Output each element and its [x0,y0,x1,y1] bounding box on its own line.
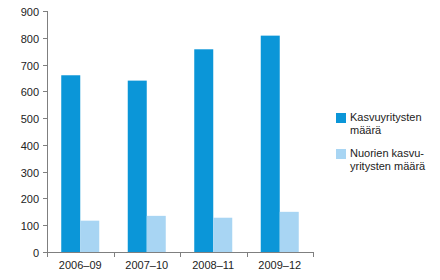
y-tick [43,91,47,92]
bar [194,49,213,252]
bar [213,218,232,252]
x-tick [47,252,48,257]
y-tick-label: 200 [21,193,39,205]
y-axis [47,11,48,252]
x-tick [247,252,248,257]
bar [280,212,299,252]
x-tick-label: 2006–09 [59,259,102,271]
y-tick [43,145,47,146]
y-tick-label: 600 [21,86,39,98]
y-tick-label: 0 [33,247,39,259]
y-tick-label: 100 [21,220,39,232]
y-tick [43,65,47,66]
legend-line: yritysten määrä [350,160,426,172]
legend-label: Kasvuyritystenmäärä [350,111,422,136]
bar [261,36,280,252]
chart-svg: 0 100 200 300 400 500 600 700 800 900 2006–09 2007–… [0,0,440,280]
y-tick-label: 800 [21,33,39,45]
y-tick [43,198,47,199]
y-tick [43,172,47,173]
legend-line: määrä [350,124,382,136]
x-tick-label: 2009–12 [258,259,301,271]
legend-line: Nuorien kasvu- [350,147,424,159]
y-tick-label: 700 [21,60,39,72]
y-tick-label: 500 [21,113,39,125]
legend-swatch [336,113,346,123]
y-tick [43,11,47,12]
x-tick-label: 2008–11 [192,259,234,271]
y-tick [43,225,47,226]
legend-label: Nuorien kasvu-yritysten määrä [350,147,426,172]
x-tick [114,252,115,257]
y-tick-label: 400 [21,140,39,152]
bar [80,221,99,252]
x-tick [313,252,314,257]
y-tick-label: 300 [21,167,39,179]
x-tick [180,252,181,257]
legend-line: Kasvuyritysten [350,111,422,123]
bar [128,81,147,252]
y-tick [43,38,47,39]
x-tick-label: 2007–10 [125,259,168,271]
bar [147,216,166,252]
bars [61,36,299,252]
chart-container: 0 100 200 300 400 500 600 700 800 900 2006–09 2007–… [0,0,440,280]
y-tick-label: 900 [21,6,39,18]
legend-swatch [336,149,346,159]
y-tick [43,118,47,119]
y-tick [43,252,47,253]
bar [61,75,80,252]
